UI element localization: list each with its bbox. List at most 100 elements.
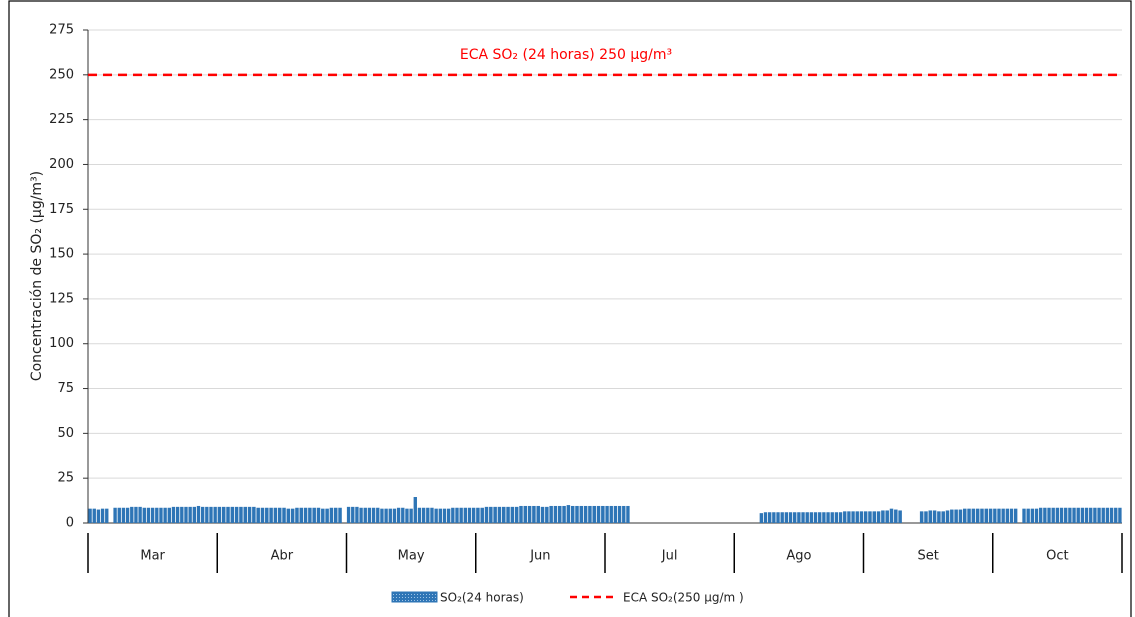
y-axis-label: Concentración de SO₂ (µg/m³): [29, 171, 45, 381]
y-tick-label: 250: [49, 67, 74, 82]
bar: [558, 505, 562, 523]
bar: [613, 505, 618, 523]
bar: [376, 507, 380, 523]
bar: [367, 507, 372, 523]
bar: [797, 512, 801, 523]
bar: [150, 507, 155, 523]
bar: [338, 507, 342, 523]
bar: [346, 506, 351, 523]
bar: [209, 506, 213, 523]
bar: [493, 506, 497, 523]
bar: [392, 508, 397, 523]
bar: [984, 508, 989, 523]
bar: [188, 506, 192, 523]
bar: [1059, 507, 1064, 523]
bar: [163, 507, 167, 523]
legend-swatch: [391, 591, 438, 603]
bar: [566, 505, 571, 523]
bar: [471, 507, 476, 523]
bar: [988, 508, 993, 523]
bar: [1013, 508, 1018, 523]
bar: [993, 508, 997, 523]
bar: [351, 506, 355, 523]
bar: [885, 510, 889, 523]
bar: [954, 509, 958, 523]
bar: [793, 512, 797, 523]
bar: [196, 505, 201, 523]
bar: [442, 508, 447, 523]
bar: [536, 505, 540, 523]
bar: [226, 506, 230, 523]
bar: [489, 506, 493, 523]
bar: [480, 507, 484, 523]
bar: [213, 506, 217, 523]
bar: [622, 505, 626, 523]
bar: [813, 512, 818, 523]
x-tick-label: Ago: [786, 549, 811, 564]
bar: [463, 507, 468, 523]
bar: [776, 512, 780, 523]
bar: [1030, 508, 1035, 523]
bar: [818, 512, 822, 523]
bar: [805, 512, 809, 523]
bar: [455, 507, 459, 523]
bar: [928, 510, 933, 523]
bar: [384, 508, 388, 523]
bar: [609, 505, 613, 523]
bar: [772, 512, 776, 523]
bar: [596, 505, 601, 523]
bar: [838, 512, 843, 523]
bar: [134, 506, 138, 523]
y-tick-label: 25: [57, 471, 74, 486]
bar: [617, 505, 622, 523]
bar: [592, 505, 596, 523]
bar: [121, 507, 126, 523]
bar: [889, 508, 894, 523]
bar: [146, 507, 151, 523]
bar: [605, 505, 609, 523]
bar: [363, 507, 367, 523]
bar: [919, 511, 924, 523]
bar: [380, 508, 384, 523]
bar: [105, 508, 109, 523]
bar: [316, 507, 321, 523]
x-tick-label: Abr: [271, 549, 294, 564]
bar: [834, 512, 839, 523]
y-tick-label: 150: [49, 247, 74, 262]
y-tick-label: 175: [49, 202, 74, 217]
bar: [847, 511, 851, 523]
bar: [626, 505, 630, 523]
reference-annotation: ECA SO₂ (24 horas) 250 µg/m³: [460, 47, 672, 63]
bar: [588, 505, 592, 523]
bar: [768, 512, 772, 523]
bar: [155, 507, 159, 523]
bar: [184, 506, 188, 523]
bar: [260, 507, 265, 523]
bar: [252, 506, 256, 523]
bar: [881, 510, 885, 523]
bar: [405, 508, 409, 523]
bar: [467, 507, 472, 523]
bar: [514, 506, 519, 523]
bar: [784, 512, 789, 523]
bar: [545, 506, 549, 523]
y-tick-label: 225: [49, 112, 74, 127]
bar: [1105, 507, 1110, 523]
bar: [200, 506, 205, 523]
bar: [308, 507, 312, 523]
bar: [446, 508, 451, 523]
bar: [859, 511, 864, 523]
bar: [527, 505, 532, 523]
bar: [290, 508, 295, 523]
bar: [759, 513, 764, 523]
bar: [997, 508, 1001, 523]
bar: [171, 506, 176, 523]
bar: [553, 505, 558, 523]
x-tick-label: Jul: [661, 549, 678, 564]
x-tick-label: Mar: [140, 549, 165, 564]
bar: [355, 506, 359, 523]
bar: [295, 507, 299, 523]
bar: [273, 507, 278, 523]
bar: [92, 508, 96, 523]
